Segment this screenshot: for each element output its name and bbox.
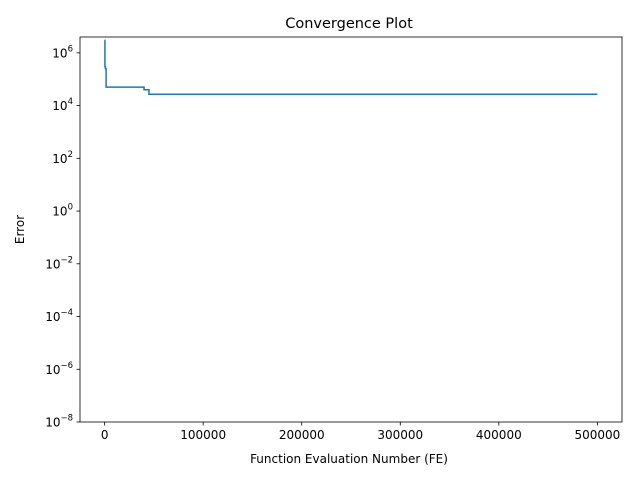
x-tick-label: 500000 bbox=[574, 428, 620, 442]
y-tick-base: 10 bbox=[45, 257, 60, 271]
y-tick-label: 10−8 bbox=[45, 414, 73, 430]
y-tick-base: 10 bbox=[52, 46, 67, 60]
y-tick-exponent: 4 bbox=[68, 97, 73, 107]
y-axis-label: Error bbox=[13, 215, 27, 244]
y-tick-base: 10 bbox=[52, 205, 67, 219]
x-tick-label: 0 bbox=[101, 428, 109, 442]
y-tick-label: 104 bbox=[52, 97, 73, 113]
y-tick-exponent: 2 bbox=[68, 150, 73, 160]
y-tick-label: 102 bbox=[52, 150, 73, 166]
y-tick-exponent: −6 bbox=[60, 361, 73, 371]
x-tick-label: 100000 bbox=[180, 428, 226, 442]
y-tick-exponent: −8 bbox=[60, 414, 73, 424]
y-tick-label: 10−4 bbox=[45, 308, 73, 324]
y-tick-label: 100 bbox=[52, 203, 73, 219]
y-tick-exponent: −2 bbox=[60, 255, 73, 265]
chart-title: Convergence Plot bbox=[285, 16, 413, 32]
axes-frame bbox=[79, 36, 623, 423]
x-axis-label: Function Evaluation Number (FE) bbox=[250, 452, 448, 466]
y-tick-base: 10 bbox=[45, 416, 60, 430]
y-tick-base: 10 bbox=[45, 363, 60, 377]
y-tick-exponent: 6 bbox=[68, 44, 73, 54]
x-tick-label: 400000 bbox=[476, 428, 522, 442]
y-tick-base: 10 bbox=[52, 99, 67, 113]
y-tick-exponent: −4 bbox=[60, 308, 73, 318]
y-tick-label: 10−2 bbox=[45, 255, 73, 271]
y-tick-exponent: 0 bbox=[68, 203, 73, 213]
y-tick-label: 106 bbox=[52, 44, 73, 60]
y-tick-base: 10 bbox=[45, 310, 60, 324]
y-tick-base: 10 bbox=[52, 152, 67, 166]
x-tick-label: 300000 bbox=[377, 428, 423, 442]
y-tick-label: 10−6 bbox=[45, 361, 73, 377]
x-tick-label: 200000 bbox=[279, 428, 325, 442]
series-line-error bbox=[104, 39, 598, 95]
